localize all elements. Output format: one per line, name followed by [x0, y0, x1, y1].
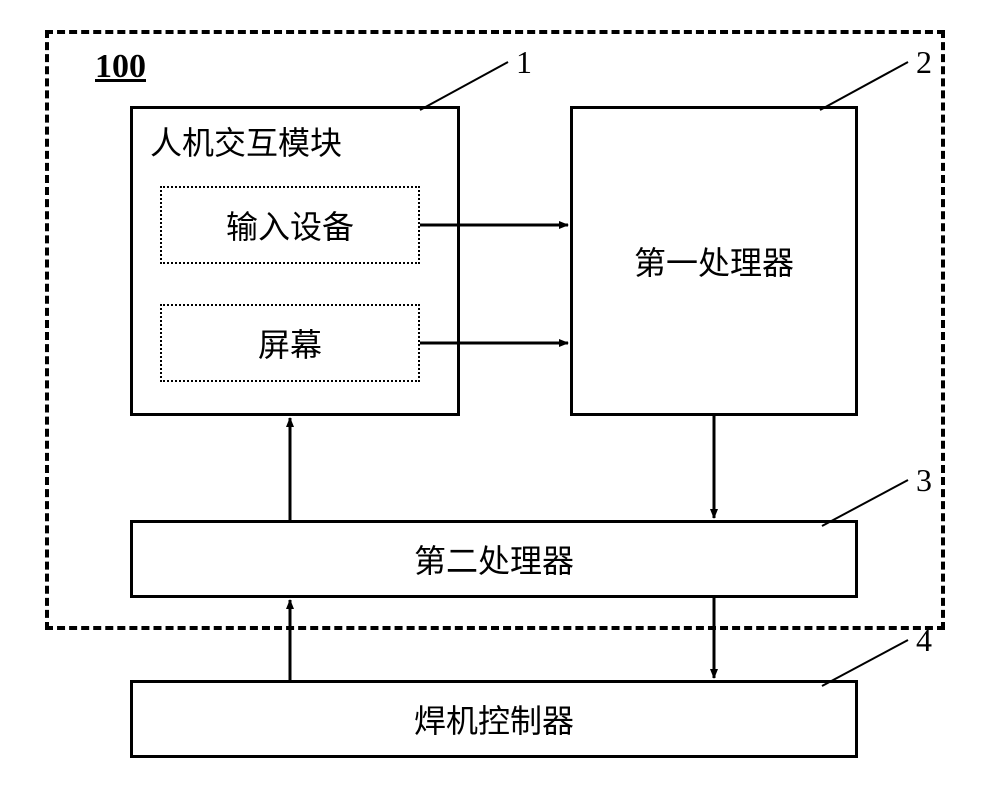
welder-controller-box: 焊机控制器: [130, 680, 858, 758]
callout-2: 2: [916, 44, 932, 81]
screen-label: 屏幕: [258, 320, 322, 366]
hmi-module-title: 人机交互模块: [150, 118, 342, 164]
callout-3: 3: [916, 462, 932, 499]
second-processor-label: 第二处理器: [414, 536, 574, 582]
input-device-box: 输入设备: [160, 186, 420, 264]
welder-controller-label: 焊机控制器: [414, 696, 574, 742]
callout-1: 1: [516, 44, 532, 81]
system-id-label: 100: [95, 48, 146, 86]
first-processor-label: 第一处理器: [634, 238, 794, 284]
callout-4: 4: [916, 622, 932, 659]
diagram-canvas: 100 人机交互模块 输入设备 屏幕 第一处理器 第二处理器 焊机控制器 1 2…: [0, 0, 1000, 800]
first-processor-box: 第一处理器: [570, 106, 858, 416]
input-device-label: 输入设备: [226, 202, 354, 248]
screen-box: 屏幕: [160, 304, 420, 382]
second-processor-box: 第二处理器: [130, 520, 858, 598]
